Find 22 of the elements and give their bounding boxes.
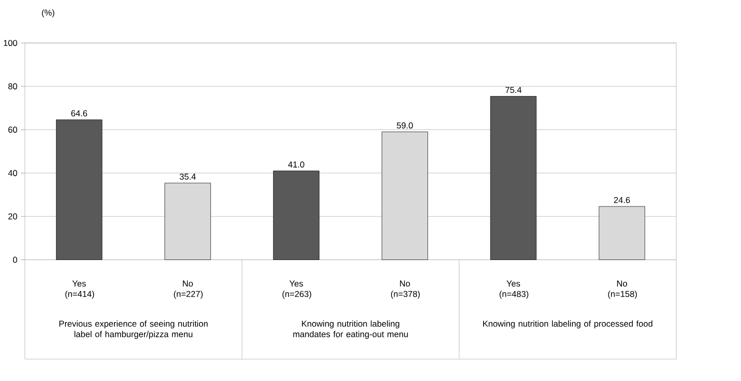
x-tick-label: No (n=378) [391, 280, 420, 299]
y-tick-label: 80 [8, 83, 18, 90]
y-tick-label: 20 [8, 213, 18, 220]
x-tick-label: Yes (n=263) [282, 280, 312, 299]
y-axis-title: (%) [42, 9, 54, 18]
data-label: 41.0 [288, 161, 304, 168]
y-tick-label: 0 [13, 256, 18, 263]
text: Previous experience of seeing nutrition label of hamburger/pizza menu [59, 320, 208, 339]
x-tick-label: No (n=227) [174, 280, 203, 299]
y-tick-label: 100 [4, 40, 18, 46]
data-label: 24.6 [614, 196, 630, 204]
x-tick-label: Yes (n=414) [65, 280, 94, 299]
text: Knowing nutrition labeling of processed food [483, 320, 652, 328]
x-tick-label: Yes (n=483) [500, 280, 528, 299]
x-tick-label: No (n=158) [608, 280, 637, 299]
y-tick-label: 40 [8, 170, 18, 176]
y-tick-label: 60 [8, 126, 18, 133]
data-label: 75.4 [505, 86, 522, 93]
data-label: 64.6 [71, 110, 88, 116]
data-label: 35.4 [180, 174, 196, 180]
data-label: 59.0 [396, 122, 413, 128]
text: Knowing nutrition labeling mandates for eating-out menu [293, 320, 408, 339]
